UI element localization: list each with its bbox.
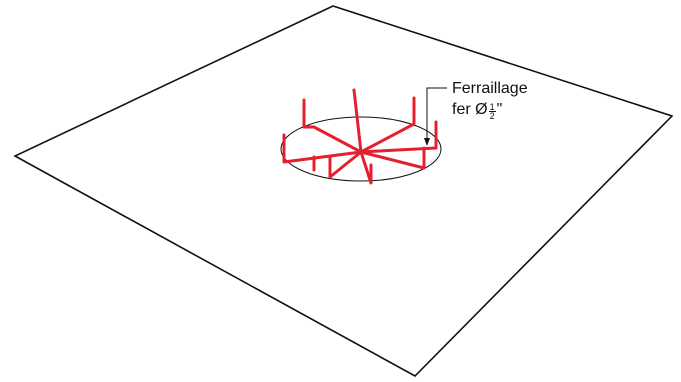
rebar-radial-4 — [359, 146, 426, 170]
leader-line — [426, 87, 447, 139]
leader — [424, 87, 447, 146]
rebar-annotation: Ferraillage fer Ø 1 2 " — [452, 78, 528, 124]
slab-outline — [13, 5, 674, 377]
annotation-title: Ferraillage — [452, 80, 528, 97]
rebar-radial-8 — [302, 98, 363, 154]
spec-fraction: 1 2 — [488, 102, 496, 121]
leader-arrowhead — [424, 138, 430, 146]
rebar-radial-7 — [282, 133, 363, 164]
annotation-spec: fer Ø 1 2 " — [452, 99, 528, 124]
rebar-radial-6 — [328, 150, 363, 179]
rebar-radial-3 — [359, 120, 438, 154]
fraction-denominator: 2 — [489, 111, 495, 121]
fraction-numerator: 1 — [488, 102, 496, 112]
spec-suffix: " — [496, 101, 503, 118]
rebar-radial-5 — [359, 150, 373, 185]
spec-prefix: fer Ø — [452, 101, 488, 118]
circular-opening — [280, 116, 442, 182]
rebar-radial-2 — [359, 96, 416, 154]
rebar-cage — [282, 88, 438, 185]
rebar-radial-1 — [352, 88, 363, 154]
